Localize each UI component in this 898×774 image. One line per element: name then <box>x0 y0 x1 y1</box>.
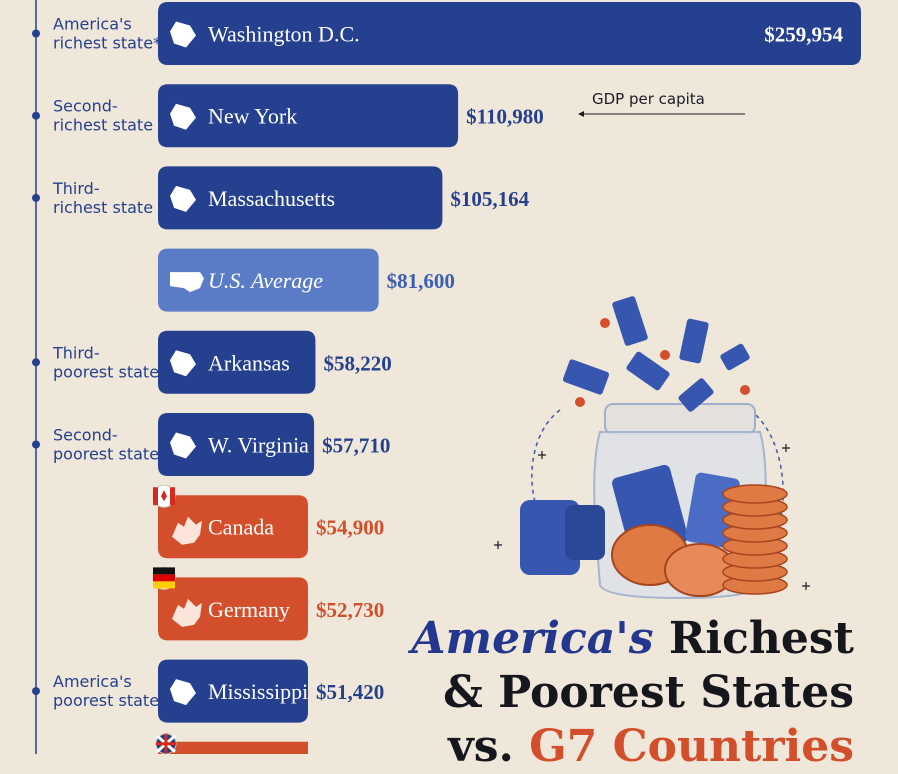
bar <box>158 577 308 641</box>
timeline-dot <box>32 29 40 38</box>
bar-label: Arkansas <box>208 350 290 375</box>
value-label: $105,164 <box>450 187 529 211</box>
row-label: Third-poorest state <box>52 343 159 381</box>
bar-row: Arkansas $58,220 Third-poorest state <box>32 330 392 394</box>
row-label: Second-richest state <box>53 97 153 135</box>
massachusetts-shape-icon <box>170 185 196 212</box>
bar-row: New York $110,980 Second-richest state <box>32 84 544 148</box>
value-label: $110,980 <box>466 105 544 129</box>
timeline-dot <box>32 358 40 367</box>
value-label: $259,954 <box>764 23 843 47</box>
title-accent: America's <box>411 613 654 664</box>
mississippi-shape-icon <box>170 679 196 706</box>
gdp-annotation: GDP per capita <box>578 90 745 117</box>
bar-row: Canada $54,900 <box>152 484 384 559</box>
bar-label: Mississippi <box>208 679 308 704</box>
flag-badge <box>152 484 176 508</box>
bar-label: Germany <box>208 597 290 622</box>
bar-row: U.S. Average $81,600 <box>158 248 455 312</box>
chart: Washington D.C. $259,954 America's richest … <box>32 0 861 754</box>
bar-row: Germany $52,730 <box>152 566 384 641</box>
new-york-shape-icon <box>170 103 196 130</box>
value-label: $81,600 <box>387 269 455 293</box>
bar-label: W. Virginia <box>208 433 309 458</box>
bar-row: Washington D.C. $259,954 America's richest … <box>32 2 861 65</box>
arkansas-shape-icon <box>170 350 196 377</box>
timeline-dot <box>32 111 40 120</box>
row-label: America's richest state* <box>53 15 161 53</box>
title-line1-rest: Richest <box>668 613 854 664</box>
value-label: $58,220 <box>323 351 391 375</box>
row-label: America's poorest state <box>53 672 159 710</box>
bar <box>158 413 315 476</box>
bar <box>158 495 308 559</box>
bar-label: Massachusetts <box>208 186 335 211</box>
row-label: Third-richest state <box>52 179 153 217</box>
money-jar-illustration <box>494 296 810 600</box>
value-label: $52,730 <box>316 598 384 622</box>
timeline-dot <box>32 440 40 449</box>
title-line3-accent: G7 Countries <box>529 721 854 772</box>
title-line2: & Poorest States <box>443 667 854 718</box>
annotation-label: GDP per capita <box>592 90 705 108</box>
value-label: $54,900 <box>316 516 384 540</box>
bar <box>158 248 379 312</box>
bar-row: W. Virginia $57,710 Second-poorest state <box>32 413 390 476</box>
west-virginia-shape-icon <box>170 432 196 459</box>
bar <box>158 2 861 65</box>
value-label: $51,420 <box>316 680 384 704</box>
bar <box>158 659 308 723</box>
uk-bar-partial <box>155 733 308 754</box>
dc-shape-icon <box>170 21 196 48</box>
uk-flag-icon <box>155 733 177 754</box>
bar-row: Massachusetts $105,164 Third-richest state <box>32 166 530 230</box>
bar-row: Mississippi $51,420 America's poorest state <box>32 659 384 723</box>
timeline-dot <box>32 687 40 696</box>
bar-label: U.S. Average <box>208 268 323 293</box>
timeline-dot <box>32 193 40 202</box>
value-label: $57,710 <box>322 434 390 458</box>
bar-label: Canada <box>208 515 274 540</box>
bar <box>158 166 443 230</box>
title-line3-prefix: vs. <box>448 721 514 772</box>
germany-flag-icon <box>172 598 202 627</box>
row-label: Second-poorest state <box>53 426 159 464</box>
canada-flag-icon <box>172 516 202 545</box>
bar-label: New York <box>208 104 297 129</box>
chart-title: America's Richest & Poorest States vs. G… <box>384 612 854 774</box>
us-map-icon <box>170 272 204 293</box>
bar-label: Washington D.C. <box>208 22 360 47</box>
bar <box>158 330 316 394</box>
flag-badge <box>152 566 176 590</box>
bar <box>158 84 459 148</box>
